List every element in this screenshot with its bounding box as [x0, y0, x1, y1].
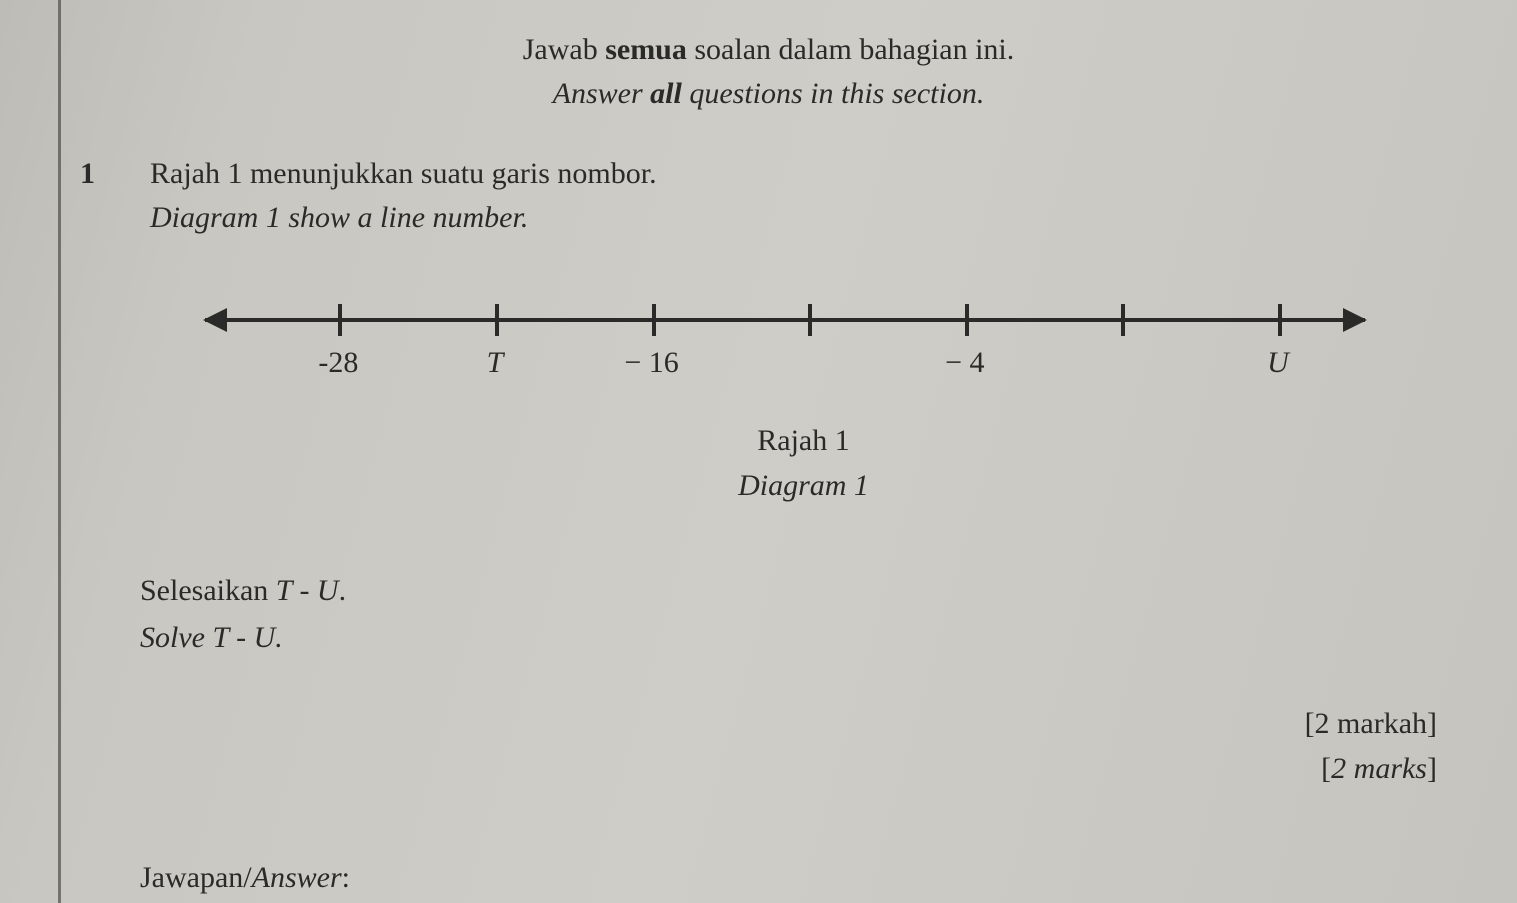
answer-italic: Answer [252, 861, 342, 894]
number-line-tick [652, 304, 656, 336]
question-row: 1 Rajah 1 menunjukkan suatu garis nombor… [80, 157, 1457, 508]
arrow-right-icon [1343, 308, 1367, 332]
number-line-tick [965, 304, 969, 336]
number-line-tick [1278, 304, 1282, 336]
solve-en: Solve T - U. [140, 615, 1457, 662]
solve-ms-pre: Selesaikan [140, 574, 276, 607]
header-ms-post: soalan dalam bahagian ini. [687, 33, 1014, 66]
header-en-pre: Answer [553, 77, 651, 110]
number-line-label: T [487, 346, 504, 380]
marks-block: [2 markah] [2 marks] [80, 701, 1437, 791]
solve-ms-expr: T - U [276, 574, 339, 607]
header-ms-bold: semua [605, 33, 687, 66]
number-line-axis [205, 318, 1365, 322]
solve-block: Selesaikan T - U. Solve T - U. [140, 568, 1457, 661]
number-line-label: − 16 [624, 346, 678, 380]
marks-ms: [2 markah] [80, 701, 1437, 746]
number-line-tick [808, 304, 812, 336]
answer-post: : [342, 861, 350, 894]
number-line-tick [338, 304, 342, 336]
question-body: Rajah 1 menunjukkan suatu garis nombor. … [150, 157, 1457, 508]
header-line-ms: Jawab semua soalan dalam bahagian ini. [80, 28, 1457, 72]
header-en-bold: all [650, 77, 682, 110]
solve-en-expr: T - U [212, 621, 275, 654]
solve-en-post: . [275, 621, 283, 654]
number-line-label: -28 [318, 346, 358, 380]
answer-label: Jawapan/Answer: [140, 861, 1457, 895]
number-line: -28 T − 16 − 4 U [205, 290, 1365, 390]
caption-en: Diagram 1 [150, 463, 1457, 508]
header-en-post: questions in this section. [682, 77, 985, 110]
margin-rule [58, 0, 61, 903]
marks-en-inner: 2 marks [1331, 752, 1427, 785]
exam-page: Jawab semua soalan dalam bahagian ini. A… [0, 0, 1517, 903]
caption-ms: Rajah 1 [150, 418, 1457, 463]
solve-ms: Selesaikan T - U. [140, 568, 1457, 615]
marks-en: [2 marks] [80, 746, 1437, 791]
solve-en-pre: Solve [140, 621, 212, 654]
number-line-label: − 4 [945, 346, 984, 380]
question-number: 1 [80, 157, 150, 508]
number-line-tick [1121, 304, 1125, 336]
prompt-en: Diagram 1 show a line number. [150, 201, 1457, 235]
header-ms-pre: Jawab [523, 33, 605, 66]
header-line-en: Answer all questions in this section. [80, 72, 1457, 116]
arrow-left-icon [203, 308, 227, 332]
prompt-ms: Rajah 1 menunjukkan suatu garis nombor. [150, 157, 1457, 191]
solve-ms-post: . [339, 574, 347, 607]
section-header: Jawab semua soalan dalam bahagian ini. A… [80, 28, 1457, 115]
figure-caption: Rajah 1 Diagram 1 [150, 418, 1457, 508]
number-line-tick [495, 304, 499, 336]
number-line-label: U [1267, 346, 1289, 380]
answer-pre: Jawapan/ [140, 861, 252, 894]
